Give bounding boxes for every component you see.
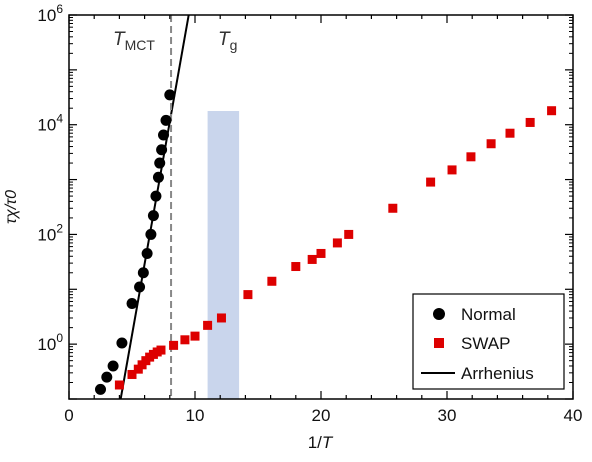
normal-point-7 bbox=[141, 247, 153, 259]
legend-swap-label: SWAP bbox=[461, 334, 510, 353]
fit-layer bbox=[119, 15, 190, 399]
point-layer bbox=[95, 89, 557, 395]
tmct-label: TMCT bbox=[113, 29, 155, 53]
legend-normal-marker bbox=[433, 308, 445, 320]
normal-point-16 bbox=[164, 89, 176, 101]
annotations: TMCT Tg bbox=[113, 29, 237, 53]
legend-swap-marker bbox=[434, 338, 444, 348]
y-axis-title: τχ/τ0 bbox=[3, 190, 20, 224]
x-tick-label: 40 bbox=[564, 406, 583, 425]
swap-point-22 bbox=[426, 177, 436, 187]
tg-band bbox=[207, 111, 240, 399]
swap-point-27 bbox=[525, 117, 535, 127]
normal-point-5 bbox=[134, 281, 146, 293]
normal-point-6 bbox=[137, 267, 149, 279]
tg-label: Tg bbox=[218, 29, 237, 53]
x-tick-label: 20 bbox=[312, 406, 331, 425]
legend-arrhenius-label: Arrhenius bbox=[461, 364, 534, 383]
axes: 0 10 20 30 40 100 102 104 106 bbox=[37, 2, 582, 425]
swap-point-12 bbox=[203, 320, 213, 330]
y-tick-label: 104 bbox=[37, 112, 63, 135]
swap-point-17 bbox=[307, 254, 317, 264]
swap-point-19 bbox=[332, 238, 342, 248]
x-tick-label: 10 bbox=[186, 406, 205, 425]
legend: Normal SWAP Arrhenius bbox=[412, 293, 565, 390]
swap-point-23 bbox=[447, 165, 457, 175]
swap-point-10 bbox=[180, 335, 190, 345]
swap-point-24 bbox=[466, 152, 476, 162]
normal-point-13 bbox=[156, 144, 168, 156]
normal-point-1 bbox=[101, 371, 113, 383]
x-tick-label: 0 bbox=[64, 406, 73, 425]
normal-point-0 bbox=[95, 383, 106, 395]
swap-point-8 bbox=[156, 345, 166, 355]
arrhenius-fit-line bbox=[119, 15, 190, 399]
y-tick-label: 100 bbox=[37, 331, 63, 354]
normal-point-3 bbox=[116, 337, 128, 349]
normal-point-14 bbox=[158, 129, 169, 141]
swap-point-13 bbox=[216, 313, 226, 323]
axis-titles: 1/T τχ/τ0 bbox=[3, 190, 334, 452]
legend-normal-label: Normal bbox=[461, 305, 516, 324]
normal-point-15 bbox=[160, 114, 172, 126]
swap-point-14 bbox=[243, 290, 253, 300]
tg-band-layer bbox=[207, 111, 240, 399]
swap-point-18 bbox=[316, 248, 326, 258]
swap-point-26 bbox=[505, 128, 515, 138]
x-tick-label: 30 bbox=[438, 406, 457, 425]
swap-point-21 bbox=[388, 203, 398, 213]
normal-point-4 bbox=[126, 298, 138, 310]
normal-point-2 bbox=[107, 360, 119, 372]
normal-point-8 bbox=[145, 228, 157, 240]
swap-point-0 bbox=[114, 380, 124, 390]
normal-point-10 bbox=[150, 190, 162, 202]
swap-point-20 bbox=[344, 229, 354, 239]
y-tick-label: 102 bbox=[37, 221, 63, 244]
swap-point-25 bbox=[486, 139, 496, 149]
swap-point-15 bbox=[267, 276, 277, 286]
x-axis-title: 1/T bbox=[308, 433, 334, 452]
swap-point-9 bbox=[169, 340, 179, 350]
swap-point-28 bbox=[547, 106, 557, 116]
swap-point-11 bbox=[190, 331, 200, 341]
swap-point-1 bbox=[127, 369, 137, 379]
normal-point-9 bbox=[147, 210, 159, 222]
normal-point-12 bbox=[154, 157, 166, 169]
swap-point-16 bbox=[291, 262, 301, 272]
normal-point-11 bbox=[152, 171, 164, 183]
y-tick-label: 106 bbox=[37, 2, 63, 25]
